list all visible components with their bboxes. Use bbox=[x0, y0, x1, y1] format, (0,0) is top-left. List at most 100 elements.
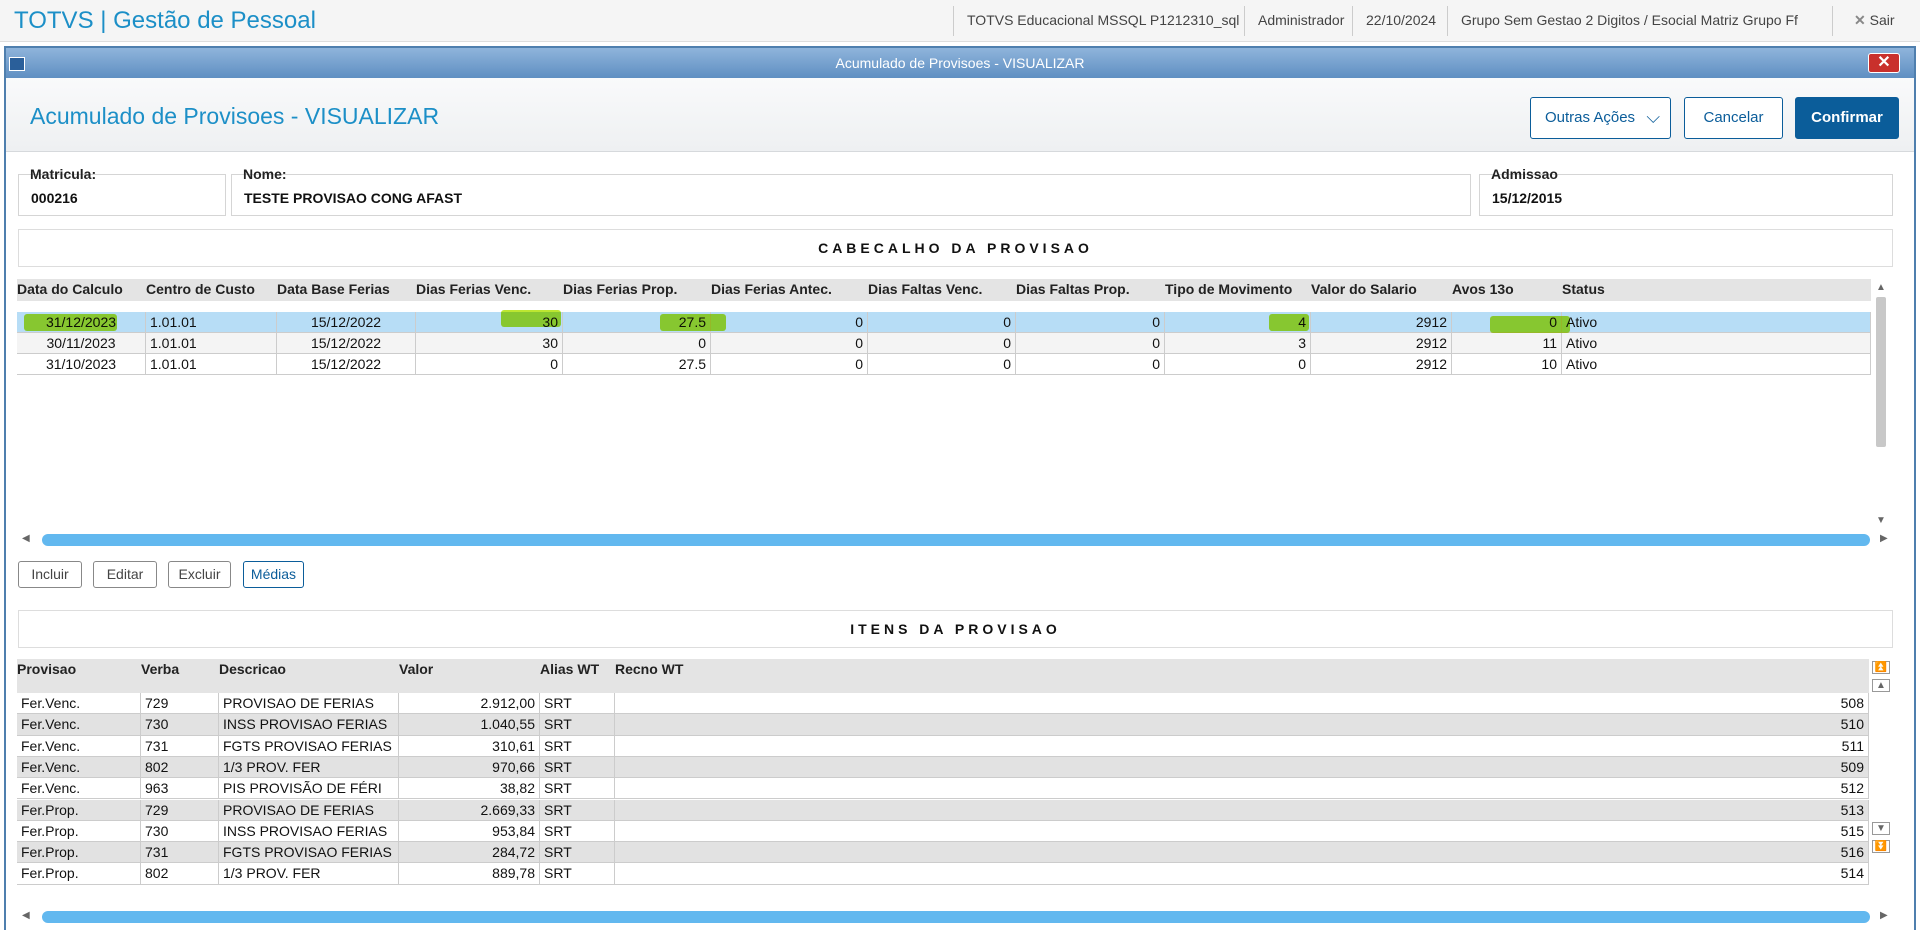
scroll-right[interactable]: ▶ bbox=[1880, 910, 1888, 921]
confirm-button[interactable]: Confirmar bbox=[1795, 97, 1899, 139]
table-cell: 1.01.01 bbox=[146, 354, 277, 375]
table-cell: 730 bbox=[141, 820, 219, 843]
table-cell: 15/12/2022 bbox=[277, 354, 416, 375]
table-row[interactable] bbox=[17, 354, 1871, 375]
table-cell: 729 bbox=[141, 799, 219, 821]
table-header bbox=[17, 279, 1871, 301]
table-row[interactable] bbox=[17, 842, 1869, 864]
table-cell: PROVISAO DE FERIAS bbox=[219, 693, 399, 715]
scroll-left[interactable]: ◀ bbox=[22, 910, 30, 921]
scroll-left[interactable]: ◀ bbox=[22, 533, 30, 544]
table-row[interactable] bbox=[17, 333, 1871, 354]
table-cell: 508 bbox=[615, 693, 1869, 715]
table-cell: PIS PROVISÃO DE FÉRI bbox=[219, 778, 399, 800]
table-row[interactable] bbox=[17, 714, 1869, 736]
close-button[interactable]: ✕ bbox=[1868, 53, 1900, 73]
table-cell: Fer.Venc. bbox=[17, 756, 141, 779]
table-cell: 310,61 bbox=[399, 735, 540, 757]
section-title: CABECALHO DA PROVISAO bbox=[18, 229, 1893, 267]
column-header: Avos 13o bbox=[1452, 281, 1514, 297]
table-cell: 0 bbox=[563, 333, 711, 354]
table-cell: 729 bbox=[141, 693, 219, 715]
table-cell: 27.5 bbox=[563, 354, 711, 375]
column-header: Alias WT bbox=[540, 661, 600, 677]
table-cell: 31/10/2023 bbox=[17, 354, 146, 375]
table-action-button[interactable]: Excluir bbox=[168, 561, 231, 588]
table-cell: 0 bbox=[711, 354, 868, 375]
table-action-button[interactable]: Médias bbox=[243, 561, 304, 588]
header-info: Grupo Sem Gestao 2 Digitos / Esocial Mat… bbox=[1461, 12, 1798, 28]
table-cell: SRT bbox=[540, 778, 615, 800]
table-cell: 10 bbox=[1452, 354, 1562, 375]
table-row[interactable] bbox=[17, 799, 1869, 821]
horizontal-scrollbar[interactable] bbox=[42, 534, 1870, 546]
table-row[interactable] bbox=[17, 778, 1869, 800]
table-cell: 731 bbox=[141, 842, 219, 864]
column-header: Status bbox=[1562, 281, 1605, 297]
column-header: Dias Ferias Antec. bbox=[711, 281, 832, 297]
table-cell: 731 bbox=[141, 735, 219, 757]
scroll-right[interactable]: ▶ bbox=[1880, 533, 1888, 544]
more-actions-button[interactable]: Outras Ações ⌵ bbox=[1530, 97, 1671, 139]
table-cell: 0 bbox=[1016, 333, 1165, 354]
separator bbox=[1832, 6, 1833, 36]
table-row[interactable] bbox=[17, 693, 1869, 715]
column-header: Centro de Custo bbox=[146, 281, 255, 297]
items-scroll-controls[interactable]: ⏫ ▲ ▼ ⏬ bbox=[1872, 661, 1890, 891]
highlight bbox=[24, 314, 117, 331]
table-cell: 515 bbox=[615, 820, 1869, 843]
table-cell: Ativo bbox=[1562, 333, 1871, 354]
column-header: Dias Faltas Venc. bbox=[868, 281, 983, 297]
table-cell: 2.912,00 bbox=[399, 693, 540, 715]
column-header: Dias Faltas Prop. bbox=[1016, 281, 1130, 297]
table-cell: SRT bbox=[540, 714, 615, 736]
vertical-scrollbar[interactable]: ▲ ▼ bbox=[1876, 282, 1886, 526]
table-cell: Fer.Prop. bbox=[17, 799, 141, 821]
table-cell: 510 bbox=[615, 714, 1869, 736]
table-cell: Fer.Venc. bbox=[17, 714, 141, 736]
table-cell: 2912 bbox=[1311, 333, 1452, 354]
table-cell: 0 bbox=[416, 354, 563, 375]
table-cell: 516 bbox=[615, 842, 1869, 864]
table-row[interactable] bbox=[17, 756, 1869, 779]
exit-link[interactable]: ✕ Sair bbox=[1854, 12, 1895, 28]
table-cell: 0 bbox=[711, 312, 868, 333]
table-action-button[interactable]: Editar bbox=[93, 561, 157, 588]
horizontal-scrollbar[interactable] bbox=[42, 911, 1870, 923]
column-header: Valor do Salario bbox=[1311, 281, 1417, 297]
field-box: 15/12/2015 bbox=[1479, 174, 1893, 216]
table-cell: 1.040,55 bbox=[399, 714, 540, 736]
table-cell: 802 bbox=[141, 863, 219, 885]
column-header: Data do Calculo bbox=[17, 281, 123, 297]
table-cell: 953,84 bbox=[399, 820, 540, 843]
cancel-button[interactable]: Cancelar bbox=[1684, 97, 1783, 139]
table-row[interactable] bbox=[17, 312, 1871, 333]
page-title: Acumulado de Provisoes - VISUALIZAR bbox=[30, 103, 440, 129]
table-cell: 0 bbox=[1165, 354, 1311, 375]
separator bbox=[1352, 6, 1353, 36]
table-cell: 38,82 bbox=[399, 778, 540, 800]
table-row[interactable] bbox=[17, 863, 1869, 885]
table-cell: 2912 bbox=[1311, 312, 1452, 333]
table-cell: 1.01.01 bbox=[146, 333, 277, 354]
field-label: Matricula: bbox=[30, 166, 97, 182]
table-cell: Fer.Venc. bbox=[17, 735, 141, 757]
table-cell: INSS PROVISAO FERIAS bbox=[219, 714, 399, 736]
table-cell: Fer.Prop. bbox=[17, 863, 141, 885]
table-cell: 514 bbox=[615, 863, 1869, 885]
table-cell: Fer.Prop. bbox=[17, 820, 141, 843]
table-cell: 1/3 PROV. FER bbox=[219, 863, 399, 885]
table-cell: Fer.Prop. bbox=[17, 842, 141, 864]
table-action-button[interactable]: Incluir bbox=[18, 561, 82, 588]
table-cell: 30/11/2023 bbox=[17, 333, 146, 354]
table-cell: 3 bbox=[1165, 333, 1311, 354]
table-cell: 889,78 bbox=[399, 863, 540, 885]
separator bbox=[1447, 6, 1448, 36]
column-header: Data Base Ferias bbox=[277, 281, 390, 297]
window-title: Acumulado de Provisoes - VISUALIZAR bbox=[6, 48, 1914, 78]
table-row[interactable] bbox=[17, 820, 1869, 843]
column-header: Tipo de Movimento bbox=[1165, 281, 1293, 297]
table-row[interactable] bbox=[17, 735, 1869, 757]
table-cell: Ativo bbox=[1562, 312, 1871, 333]
column-header: Descricao bbox=[219, 661, 286, 677]
